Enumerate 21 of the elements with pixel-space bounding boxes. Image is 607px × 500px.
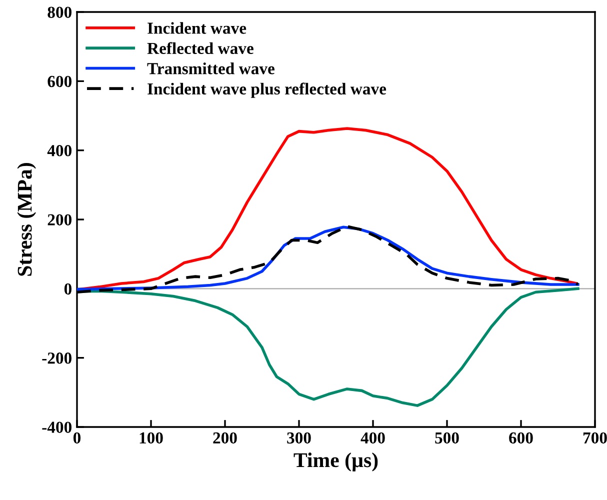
x-tick-label: 400 bbox=[360, 432, 385, 444]
y-tick-label: 0 bbox=[64, 283, 72, 295]
y-tick-label: -400 bbox=[42, 422, 72, 433]
x-tick-label: 300 bbox=[287, 432, 311, 444]
y-tick-label: -200 bbox=[42, 352, 72, 364]
y-tick-label: 200 bbox=[48, 214, 72, 226]
y-axis-title: Stress (MPa) bbox=[17, 163, 36, 276]
legend-label: Incident wave bbox=[148, 22, 246, 34]
x-tick-label: 500 bbox=[435, 432, 459, 444]
legend-label: Incident wave plus reflected wave bbox=[148, 82, 386, 98]
legend-label: Transmitted wave bbox=[147, 62, 274, 74]
legend-label: Reflected wave bbox=[147, 42, 254, 54]
x-tick-label: 600 bbox=[509, 432, 533, 444]
x-tick-label: 100 bbox=[140, 432, 163, 444]
y-tick-label: 400 bbox=[47, 145, 72, 156]
y-tick-label: 800 bbox=[48, 6, 72, 18]
y-tick-label: 600 bbox=[48, 76, 72, 88]
x-axis-title: Time (µs) bbox=[294, 452, 378, 472]
x-tick-label: 200 bbox=[213, 432, 237, 444]
x-tick-label: 0 bbox=[73, 432, 81, 444]
x-tick-label: 700 bbox=[583, 432, 607, 444]
